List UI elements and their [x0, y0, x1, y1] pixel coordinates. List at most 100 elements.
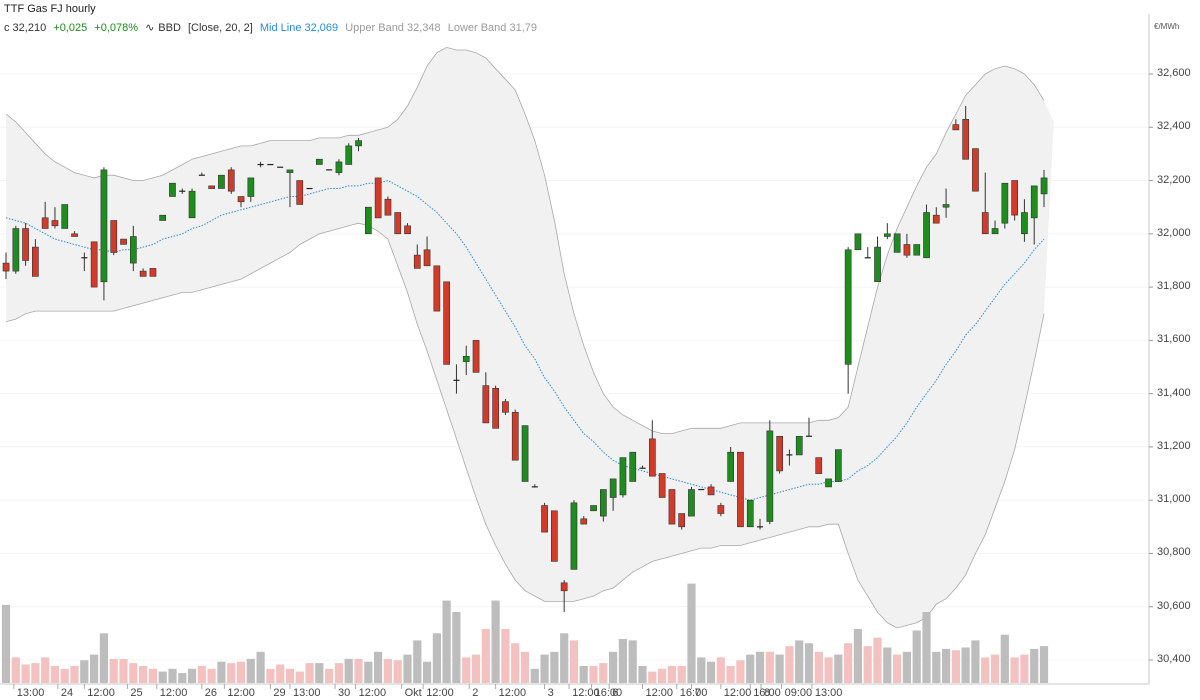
candle-body [100, 169, 108, 283]
candle-body [110, 220, 118, 253]
volume-bar [217, 661, 226, 683]
volume-bar [961, 647, 970, 683]
volume-bar [413, 640, 422, 683]
candle-body [844, 249, 852, 365]
volume-bar [70, 666, 79, 683]
time-tick-label: 24 [61, 687, 73, 699]
candle-body [482, 385, 490, 424]
candle-body [404, 225, 411, 235]
volume-bar [305, 663, 314, 683]
candle-body [315, 158, 323, 165]
volume-bar [658, 668, 667, 683]
time-tick-label: 12:00 [87, 687, 115, 699]
candle-body [71, 233, 78, 237]
volume-bar [148, 668, 157, 683]
candle-body [952, 124, 960, 131]
candle-body [903, 244, 911, 256]
time-tick-label: 8 [764, 687, 770, 699]
price-tick-label: 32,400 [1157, 120, 1191, 133]
candle-body [472, 340, 480, 373]
volume-bar [775, 654, 784, 683]
price-tick-label: 30,600 [1157, 599, 1191, 612]
axes [0, 14, 1153, 685]
change-value: +0,025 [53, 22, 88, 34]
candle-body [41, 217, 49, 229]
candle-body [374, 177, 382, 219]
candle-body [139, 270, 147, 277]
time-tick-label: 13:00 [17, 687, 45, 699]
volume-bar [364, 661, 373, 683]
volume-bar [11, 657, 20, 683]
candle-body [159, 214, 167, 221]
volume-bar [1, 604, 11, 683]
time-tick-label: 13:00 [815, 687, 843, 699]
volume-bar [403, 654, 412, 683]
candle-body [541, 505, 548, 533]
volume-bar [589, 666, 598, 683]
time-tick-label: 13:00 [293, 687, 321, 699]
candle-body [962, 119, 969, 160]
volume-bar [814, 651, 823, 683]
candle-body [619, 457, 627, 496]
candle-body [688, 489, 695, 517]
volume-bar [452, 612, 461, 683]
candle-body [874, 246, 881, 283]
candle-body [51, 220, 59, 227]
candle-body [825, 478, 832, 488]
candle-body [629, 451, 637, 482]
volume-bar [50, 666, 59, 683]
volume-bar [423, 661, 432, 683]
mid-line-value: Mid Line 32,069 [259, 22, 339, 34]
volume-bar [628, 640, 637, 683]
lower-band-value: Lower Band 31,79 [447, 22, 537, 34]
volume-bar [932, 651, 941, 683]
chart-title: TTF Gas FJ hourly [4, 3, 96, 15]
volume-bar [834, 654, 843, 683]
volume-bar [315, 663, 324, 683]
candle-body [227, 169, 235, 192]
candle-body [560, 582, 568, 592]
volume-bar [393, 660, 402, 683]
volume-bar [687, 583, 696, 683]
candle-body [433, 265, 441, 312]
candle-body [766, 430, 774, 522]
candle-body [668, 489, 676, 525]
candle-body [776, 435, 783, 472]
time-tick-label: 25 [130, 687, 142, 699]
price-tick-label: 32,600 [1157, 67, 1191, 79]
time-tick-label: 2 [472, 687, 478, 699]
volume-bar [511, 643, 520, 683]
volume-bar [344, 658, 353, 683]
volume-bar [981, 657, 990, 683]
volume-bar [432, 633, 441, 683]
candle-body [746, 499, 754, 528]
volume-bar [374, 651, 383, 683]
candle-body [648, 438, 656, 477]
time-tick-label: 16:00 [753, 687, 781, 699]
volume-bar [863, 646, 872, 683]
close-value: c 32,210 [4, 22, 47, 34]
volume-bar [785, 646, 794, 683]
volume-bar [246, 658, 255, 683]
candle-body [120, 238, 127, 245]
candle-body [296, 180, 304, 205]
volume-bar [951, 650, 960, 683]
time-tick-label: 26 [205, 687, 217, 699]
candle-body [423, 249, 431, 267]
volume-bar [716, 657, 725, 683]
candle-body [130, 236, 137, 264]
volume-bar [540, 654, 549, 683]
lower-band-line [5, 222, 1045, 629]
time-tick-label: Okt [405, 687, 422, 699]
candle-body [2, 262, 10, 272]
volume-bar [853, 629, 862, 683]
candlesticks [2, 105, 1048, 613]
volume-bar [158, 671, 167, 683]
volume-bar [1000, 634, 1009, 683]
volume-bar [1010, 657, 1019, 683]
candle-body [815, 457, 823, 474]
volume-bar [893, 654, 902, 683]
volume-bar [648, 671, 657, 683]
indicator-params: [Close, 20, 2] [187, 22, 253, 34]
